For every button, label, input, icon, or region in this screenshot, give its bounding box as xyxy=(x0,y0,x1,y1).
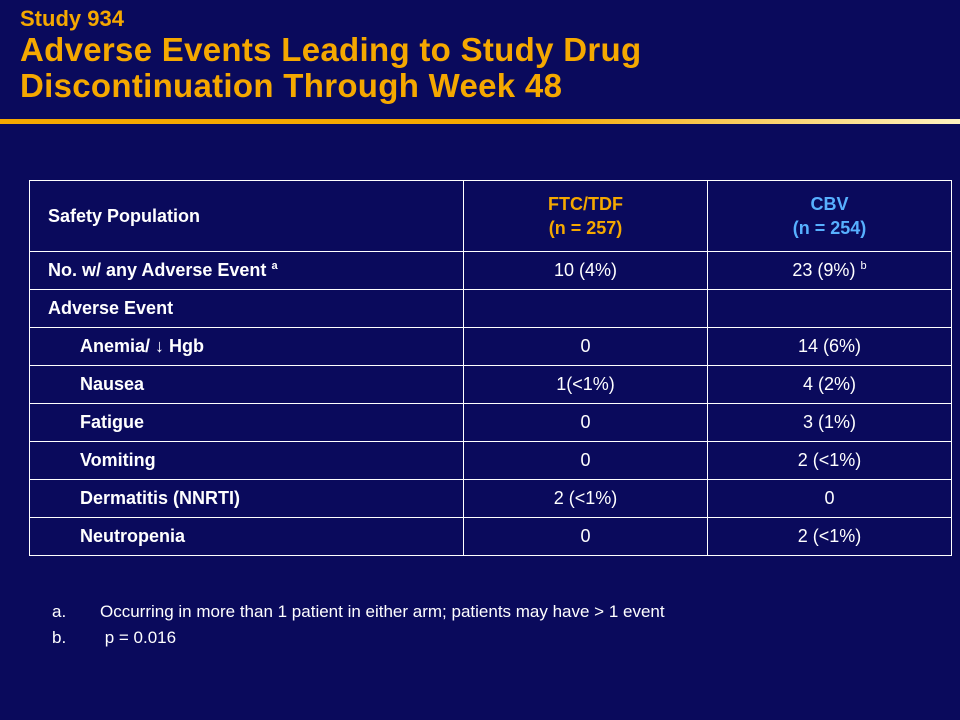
table-header-row: Safety Population FTC/TDF (n = 257) CBV … xyxy=(29,180,952,252)
header-cbv: CBV (n = 254) xyxy=(707,180,952,252)
title-divider xyxy=(0,119,960,124)
table-row: Fatigue 0 3 (1%) xyxy=(29,403,952,442)
section-empty-ftc xyxy=(463,289,708,328)
event-cbv-value: 2 (<1%) xyxy=(707,441,952,480)
footnote-marker: a. xyxy=(52,602,67,621)
section-empty-cbv xyxy=(707,289,952,328)
table-row: Dermatitis (NNRTI) 2 (<1%) 0 xyxy=(29,479,952,518)
any-event-label: No. w/ any Adverse Event xyxy=(48,260,267,280)
event-ftc-value: 0 xyxy=(463,441,708,480)
adverse-event-section-label: Adverse Event xyxy=(29,289,464,328)
any-event-footnote-a: a xyxy=(271,260,278,272)
slide-title-block: Study 934 Adverse Events Leading to Stud… xyxy=(20,6,641,104)
event-label: Neutropenia xyxy=(29,517,464,556)
study-label: Study 934 xyxy=(20,6,124,31)
any-event-footnote-b: b xyxy=(860,260,867,272)
header-cbv-name: CBV xyxy=(810,194,849,214)
any-event-ftc: 10 (4%) xyxy=(463,251,708,290)
slide-title-line-1: Adverse Events Leading to Study Drug xyxy=(20,31,642,68)
footnote-marker: b. xyxy=(52,628,67,647)
event-ftc-value: 1(<1%) xyxy=(463,365,708,404)
event-cbv-value: 4 (2%) xyxy=(707,365,952,404)
adverse-events-table: Safety Population FTC/TDF (n = 257) CBV … xyxy=(29,180,952,556)
table-row: Nausea 1(<1%) 4 (2%) xyxy=(29,365,952,404)
footnote-a: a. Occurring in more than 1 patient in e… xyxy=(52,599,665,625)
table-row-any-event: No. w/ any Adverse Event a 10 (4%) 23 (9… xyxy=(29,251,952,290)
any-event-cbv: 23 (9%) xyxy=(792,260,856,280)
footnote-b: b. p = 0.016 xyxy=(52,625,665,651)
event-cbv-value: 2 (<1%) xyxy=(707,517,952,556)
header-cbv-n: (n = 254) xyxy=(792,218,867,238)
footnote-text: p = 0.016 xyxy=(100,628,177,647)
any-event-cbv-cell: 23 (9%) b xyxy=(707,251,952,290)
event-cbv-value: 14 (6%) xyxy=(707,327,952,366)
event-cbv-value: 0 xyxy=(707,479,952,518)
event-cbv-value: 3 (1%) xyxy=(707,403,952,442)
table-row: Vomiting 0 2 (<1%) xyxy=(29,441,952,480)
footnotes: a. Occurring in more than 1 patient in e… xyxy=(52,599,665,651)
table-row-section: Adverse Event xyxy=(29,289,952,328)
event-label: Dermatitis (NNRTI) xyxy=(29,479,464,518)
table-row: Neutropenia 0 2 (<1%) xyxy=(29,517,952,556)
footnote-text: Occurring in more than 1 patient in eith… xyxy=(100,602,665,621)
event-ftc-value: 0 xyxy=(463,327,708,366)
header-ftc-tdf: FTC/TDF (n = 257) xyxy=(463,180,708,252)
event-label: Anemia/ ↓ Hgb xyxy=(29,327,464,366)
event-ftc-value: 2 (<1%) xyxy=(463,479,708,518)
event-label: Fatigue xyxy=(29,403,464,442)
any-event-label-cell: No. w/ any Adverse Event a xyxy=(29,251,464,290)
event-label: Vomiting xyxy=(29,441,464,480)
event-ftc-value: 0 xyxy=(463,403,708,442)
event-ftc-value: 0 xyxy=(463,517,708,556)
event-label: Nausea xyxy=(29,365,464,404)
table-row: Anemia/ ↓ Hgb 0 14 (6%) xyxy=(29,327,952,366)
slide-title-line-2: Discontinuation Through Week 48 xyxy=(20,67,563,104)
header-safety-population: Safety Population xyxy=(29,180,464,252)
header-ftc-n: (n = 257) xyxy=(548,218,623,238)
header-ftc-name: FTC/TDF xyxy=(548,194,623,214)
